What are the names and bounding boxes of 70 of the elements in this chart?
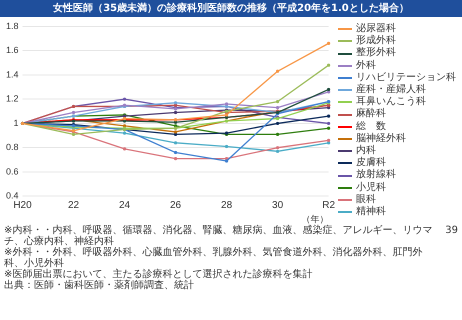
point	[72, 132, 76, 136]
point	[276, 150, 280, 153]
point	[276, 132, 280, 136]
y-tick-label: 0.8	[6, 142, 19, 152]
source-note: 出典：医師・歯科医師・薬剤師調査、統計	[4, 280, 195, 291]
legend-label: 放射線科	[356, 169, 396, 182]
point	[327, 122, 330, 126]
point	[276, 122, 280, 126]
chart-title: 女性医師（35歳未満）の診療科別医師数の推移（平成20年を1.0とした場合）	[0, 0, 462, 17]
point	[276, 106, 280, 110]
text: ※内科・・内科、呼吸器、循環器、消化器、腎臓、糖尿病、血液、感染症、アレルギー、リウマチ、心療内科、神経内科	[4, 225, 434, 247]
legend-label: 産科・産婦人科	[356, 84, 426, 96]
point	[224, 159, 228, 163]
legend-label: 皮膚科	[356, 157, 386, 168]
legend-label: 外科	[356, 60, 376, 72]
point	[174, 150, 178, 154]
text: ※外科・・外科、呼吸器外科、心臓血管外科、乳腺外科、気管食道外科、消化器外科、肛門外科、小児外科	[4, 247, 424, 269]
point	[327, 64, 330, 67]
x-tick-label: R2	[322, 200, 336, 211]
legend-label: 整形外科	[356, 47, 396, 60]
point	[122, 98, 126, 101]
legend-label: 形成外科	[356, 35, 396, 46]
legend-label: 泌尿器科	[356, 23, 396, 34]
x-axis-title: （年）	[302, 214, 329, 224]
point	[276, 100, 280, 104]
legend-label: 耳鼻いんこう科	[356, 96, 426, 108]
point	[174, 101, 178, 104]
x-tick-label: 24	[118, 200, 131, 211]
x-tick-label: H20	[13, 200, 32, 211]
point	[72, 110, 76, 114]
point	[174, 141, 178, 144]
x-tick-label: 22	[68, 200, 80, 211]
point	[122, 132, 126, 135]
point	[276, 146, 280, 150]
point	[224, 102, 228, 106]
legend-label: リハビリテーション科	[356, 72, 456, 84]
point	[327, 88, 330, 92]
point	[327, 138, 330, 142]
y-tick-label: 1.8	[6, 20, 19, 31]
x-tick-label: 26	[170, 200, 182, 211]
y-tick-label: 1	[13, 118, 19, 128]
y-tick-label: 0.6	[6, 166, 19, 176]
point	[224, 113, 228, 117]
point	[327, 114, 330, 118]
y-tick-label: 1.4	[6, 69, 19, 80]
point	[224, 144, 228, 148]
point	[174, 104, 178, 107]
point	[174, 130, 178, 134]
point	[174, 132, 178, 136]
point	[327, 42, 330, 45]
text: 39	[445, 225, 458, 236]
point	[174, 157, 178, 160]
legend-label: 総 数	[356, 120, 386, 132]
point	[174, 110, 178, 114]
legend-label: 眼科	[356, 194, 376, 206]
point	[327, 90, 330, 94]
legend-label: 精神科	[356, 206, 386, 218]
y-tick-label: 1.6	[6, 45, 19, 56]
legend-label: 小児科	[356, 182, 386, 194]
legend-label: 内科	[356, 145, 376, 156]
y-tick-label: 0.4	[6, 190, 19, 201]
y-tick-label: 1.2	[6, 94, 19, 104]
legend-label: 脳神経外科	[356, 132, 406, 144]
point	[122, 147, 126, 150]
point	[276, 70, 280, 73]
point	[327, 126, 330, 130]
x-tick-label: 30	[272, 200, 284, 211]
legend-label: 麻酔科	[356, 108, 386, 121]
x-tick-label: 28	[221, 200, 233, 211]
text: ※医師届出票において、主たる診療科として選択された診療科を集計	[4, 269, 314, 280]
